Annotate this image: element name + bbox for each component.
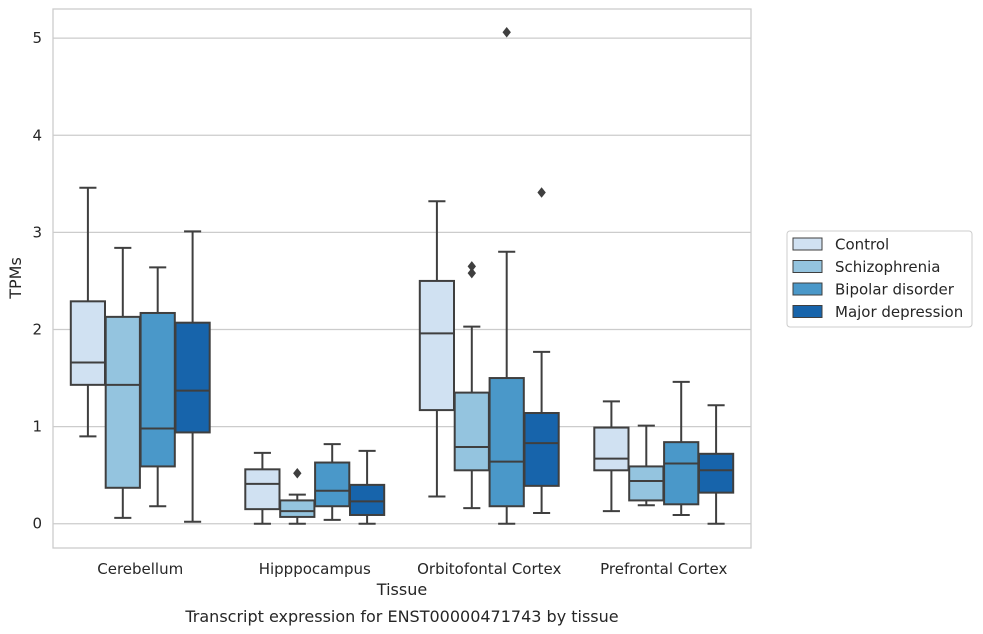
legend-label: Control <box>835 236 889 254</box>
y-axis-label: TPMs <box>6 257 25 300</box>
outlier-point <box>293 467 302 479</box>
box-iqr <box>244 468 281 511</box>
y-tick-label: 1 <box>32 418 42 436</box>
legend-swatch <box>792 282 823 296</box>
box-iqr <box>628 465 665 502</box>
x-axis-label: Tissue <box>376 580 427 599</box>
box <box>523 187 560 515</box>
box <box>279 467 316 525</box>
box <box>488 27 525 525</box>
box-iqr <box>104 315 141 489</box>
outlier-point <box>467 261 476 272</box>
box-iqr <box>348 483 386 516</box>
legend-swatch <box>792 237 823 251</box>
box <box>244 451 281 525</box>
x-axis-ticks: Cerebellum Hipppocampus Orbitofontal Corte… <box>97 560 727 578</box>
box <box>69 186 107 438</box>
x-tick-label: Hipppocampus <box>259 560 371 578</box>
box <box>663 380 700 516</box>
legend-swatch <box>792 305 823 318</box>
box <box>174 230 211 523</box>
outlier-point <box>502 27 511 38</box>
box <box>628 424 665 507</box>
box-iqr <box>453 391 490 472</box>
box <box>348 449 386 525</box>
y-tick-label: 5 <box>32 29 42 47</box>
legend-label: Schizophrenia <box>835 258 940 276</box>
y-tick-label: 3 <box>32 223 42 241</box>
box-iqr <box>418 279 456 412</box>
plot-frame <box>52 8 752 549</box>
y-tick-label: 2 <box>32 320 42 338</box>
box <box>697 404 735 525</box>
legend-frame <box>786 230 973 328</box>
y-tick-label: 4 <box>32 126 42 144</box>
outlier-point <box>537 187 546 198</box>
box <box>418 200 456 498</box>
box-iqr <box>593 426 630 472</box>
box-plot-series <box>69 27 735 525</box>
box <box>453 261 490 510</box>
x-tick-label: Cerebellum <box>97 560 183 578</box>
box-iqr <box>523 412 560 487</box>
box-iqr <box>488 377 525 508</box>
box-iqr <box>279 499 316 518</box>
legend-label: Major depression <box>835 303 963 321</box>
legend-swatch <box>792 260 823 273</box>
legend: Control Schizophrenia Bipolar disorder Majo… <box>786 230 973 328</box>
box <box>104 246 141 519</box>
box-iqr <box>174 321 211 434</box>
box-iqr <box>139 311 176 468</box>
box-iqr <box>663 441 700 506</box>
box <box>314 443 351 521</box>
x-tick-label: Orbitofontal Cortex <box>417 560 561 578</box>
box <box>593 400 630 513</box>
chart-caption: Transcript expression for ENST0000047174… <box>184 607 618 626</box>
y-axis-ticks: 0 1 2 3 4 5 <box>32 29 42 533</box>
x-tick-label: Prefrontal Cortex <box>600 560 727 578</box>
legend-label: Bipolar disorder <box>835 281 955 299</box>
box-iqr <box>69 300 107 386</box>
box <box>139 266 176 508</box>
box-iqr <box>314 461 351 508</box>
box-iqr <box>697 452 735 494</box>
outlier-point <box>467 267 476 279</box>
y-tick-label: 0 <box>32 515 42 533</box>
